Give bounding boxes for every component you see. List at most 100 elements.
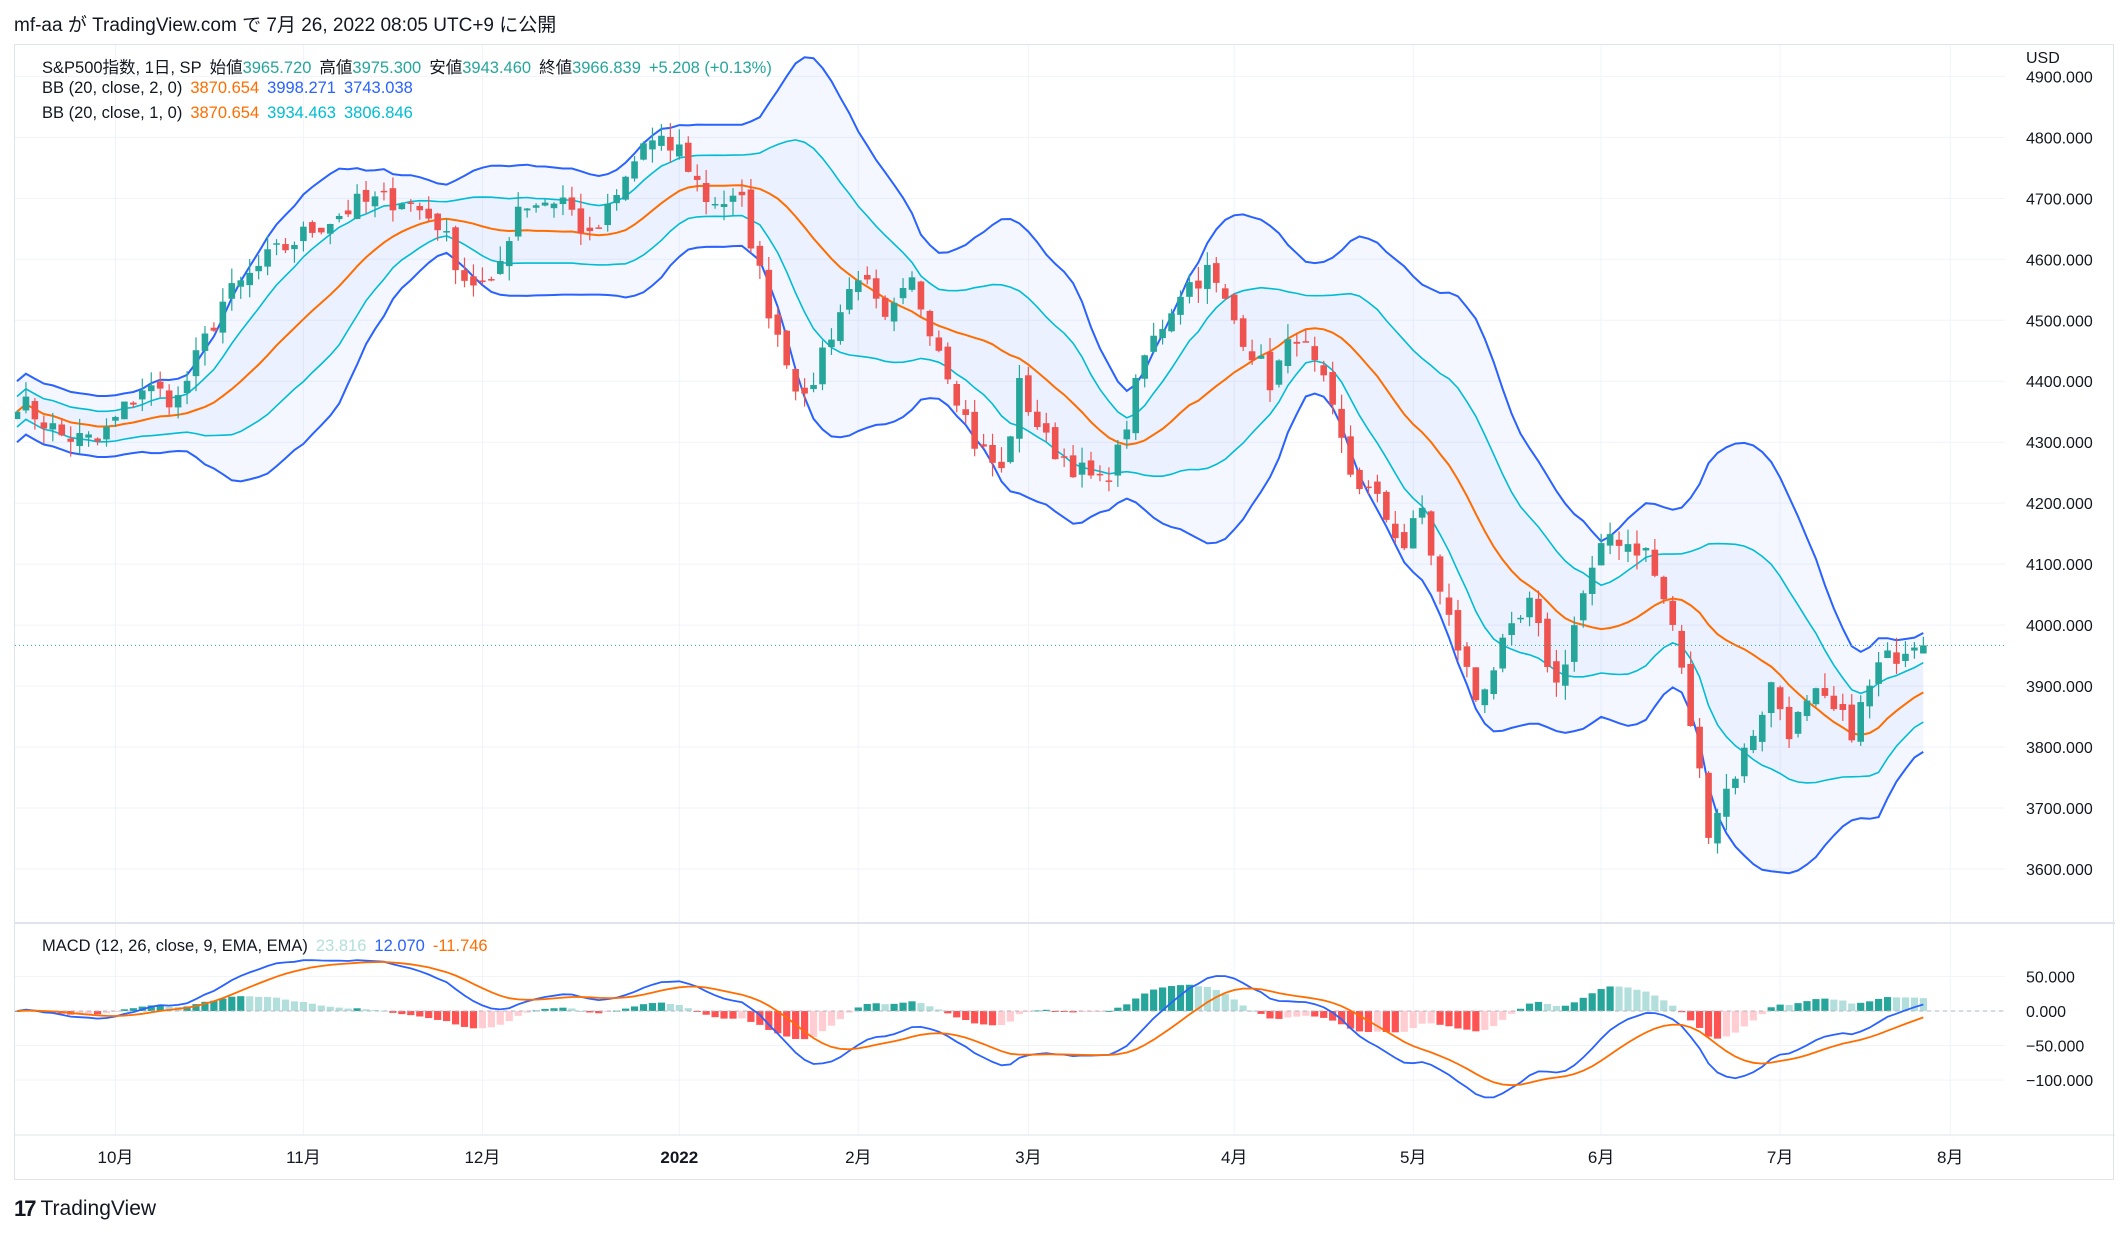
candle [1329, 372, 1336, 405]
macd-histogram-bar [514, 1011, 522, 1016]
candle [1884, 650, 1891, 659]
macd-histogram-bar [1481, 1011, 1489, 1030]
candle [523, 208, 531, 211]
macd-histogram-bar [1221, 994, 1229, 1011]
bb2-upper-line [16, 56, 1924, 654]
footer-brand[interactable]: 17 TradingView [14, 1196, 156, 1222]
macd-histogram-bar [165, 1006, 173, 1011]
candle [1723, 788, 1730, 817]
macd-histogram-bar [1669, 1005, 1677, 1011]
candle [165, 390, 173, 408]
macd-histogram-bar [1552, 1006, 1560, 1011]
candle [1347, 436, 1354, 475]
candle [1481, 689, 1489, 706]
candle [1669, 600, 1677, 625]
macd-histogram-bar [1785, 1004, 1793, 1011]
candle [1105, 480, 1113, 482]
macd-histogram-bar [1517, 1008, 1525, 1011]
macd-histogram-bar [1803, 1001, 1811, 1011]
macd-histogram-bar [246, 996, 254, 1011]
candle [1767, 682, 1775, 713]
currency-label: USD [2026, 50, 2060, 67]
macd-histogram-bar [872, 1003, 880, 1011]
candle [1087, 460, 1095, 476]
macd-histogram-bar [1212, 989, 1220, 1011]
macd-tick-label: −50.000 [2026, 1039, 2084, 1056]
candle [326, 223, 334, 234]
bb2-label: BB (20, close, 2, 0) [42, 79, 183, 97]
macd-histogram-bar [272, 997, 281, 1011]
candle [1920, 645, 1927, 654]
candle [1839, 704, 1847, 710]
macd-histogram-bar [1606, 986, 1614, 1011]
low-label: 安値 [429, 59, 463, 77]
candle [1624, 544, 1632, 552]
candle [971, 411, 978, 449]
macd-histogram-bar [953, 1011, 961, 1018]
macd-histogram-bar [1132, 998, 1140, 1011]
candle [926, 311, 934, 337]
candle [1902, 653, 1909, 661]
candle [300, 226, 307, 242]
bb2-lower-line [16, 244, 1924, 875]
macd-histogram-bar [997, 1011, 1006, 1026]
price-chart[interactable]: USD 3600.000 3700.000 3800.000 3900.000 4000.… [15, 45, 2115, 1181]
macd-histogram-bar [1678, 1011, 1686, 1013]
candle [255, 265, 262, 272]
candle [443, 231, 450, 233]
candle [470, 276, 477, 286]
candle [1803, 700, 1811, 717]
macd-histogram-bar [120, 1009, 128, 1011]
candle [58, 424, 66, 436]
price-tick-label: 4700.000 [2026, 191, 2093, 208]
candle [344, 210, 352, 215]
macd-histogram-bar [1123, 1004, 1131, 1011]
candle [1490, 670, 1498, 695]
candle [765, 269, 773, 319]
candle [568, 197, 576, 210]
candle [676, 144, 683, 157]
candle [1696, 726, 1703, 769]
macd-histogram-bar [1749, 1011, 1757, 1021]
bb1-legend: BB (20, close, 1, 0) 3870.654 3934.463 3806… [42, 104, 421, 123]
candle [1060, 456, 1068, 458]
close-value: 3966.839 [572, 59, 641, 77]
macd-histogram-bar [1266, 1011, 1274, 1019]
macd-histogram-bar [1740, 1011, 1748, 1027]
macd-histogram-bar [980, 1011, 988, 1025]
month-label: 11月 [286, 1148, 321, 1167]
candle [917, 281, 925, 310]
candle [1123, 429, 1131, 440]
candle [550, 203, 558, 209]
macd-histogram-bar [1418, 1011, 1426, 1024]
macd-histogram-bar [1821, 998, 1829, 1011]
candle [1499, 637, 1506, 669]
month-label: 4月 [1221, 1148, 1247, 1167]
macd-histogram-bar [1400, 1011, 1408, 1032]
macd-histogram-bar [505, 1011, 513, 1022]
candle [1409, 518, 1417, 549]
candle [1356, 469, 1363, 489]
macd-histogram-bar [1302, 1011, 1310, 1016]
candle [559, 197, 567, 205]
candle [1678, 630, 1685, 668]
price-tick-label: 4300.000 [2026, 435, 2093, 452]
macd-histogram-bar [908, 1001, 916, 1011]
candle [1508, 623, 1515, 636]
macd-histogram-bar [1024, 1011, 1032, 1012]
candle [855, 280, 862, 293]
candle [1311, 346, 1319, 361]
candle [210, 327, 218, 331]
candle [702, 183, 710, 202]
candle [1096, 473, 1104, 476]
price-legend: S&P500指数, 1日, SP 始値3965.720 高値3975.300 安値39… [42, 54, 780, 78]
macd-histogram-bar [1176, 985, 1185, 1011]
candle [1454, 610, 1462, 651]
candle [362, 189, 370, 202]
macd-histogram-bar [738, 1011, 746, 1019]
chart-frame[interactable]: USD 3600.000 3700.000 3800.000 3900.000 4000.… [14, 44, 2115, 1181]
macd-histogram-bar [1239, 1005, 1247, 1011]
macd-histogram-bar [1704, 1011, 1713, 1037]
candle [1687, 663, 1694, 727]
candle [380, 190, 388, 193]
